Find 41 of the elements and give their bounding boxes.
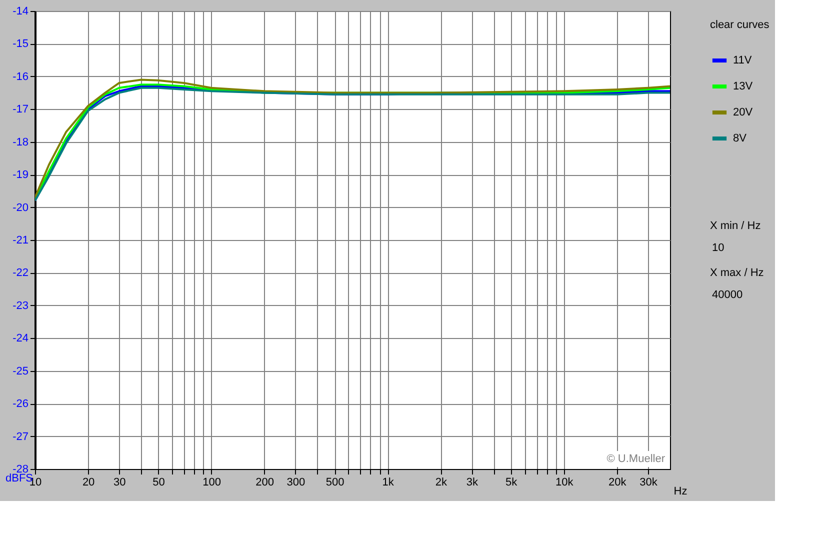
- y-tick-label: -21: [12, 234, 28, 246]
- y-tick-label: -16: [12, 70, 28, 83]
- x-tick-label: 500: [326, 476, 344, 488]
- y-tick-label: -25: [12, 365, 28, 378]
- x-axis-title: Hz: [674, 486, 688, 498]
- legend-label: 13V: [733, 80, 754, 92]
- x-tick-label: 10k: [555, 476, 574, 488]
- y-tick-label: -28: [12, 464, 28, 476]
- legend-label: 20V: [733, 106, 754, 118]
- y-tick-label: -15: [12, 38, 28, 50]
- legend-label: 8V: [733, 132, 748, 144]
- y-tick-label: -24: [12, 332, 28, 345]
- y-tick-label: -23: [12, 300, 28, 312]
- y-tick-label: -22: [12, 267, 28, 280]
- x-tick-label: 30k: [640, 476, 658, 488]
- text: X max / Hz: [710, 267, 764, 279]
- annotation: © U.Mueller: [606, 453, 666, 465]
- x-tick-label: 3k: [466, 476, 478, 488]
- y-tick-label: -26: [12, 398, 28, 410]
- text: X min / Hz: [710, 220, 761, 232]
- x-tick-label: 300: [286, 476, 306, 488]
- x-tick-label: 200: [256, 476, 274, 488]
- legend-label: 11V: [733, 54, 752, 66]
- x-tick-label: 5k: [505, 476, 518, 488]
- y-tick-label: -20: [12, 202, 28, 214]
- y-tick-label: -17: [12, 104, 28, 116]
- text: 40000: [712, 289, 743, 301]
- x-tick-label: 50: [152, 476, 165, 488]
- x-tick-label: 1k: [382, 476, 394, 488]
- x-tick-label: 100: [202, 476, 221, 488]
- x-tick-label: 10: [29, 476, 42, 488]
- text: clear curves: [710, 19, 770, 31]
- x-tick-label: 30: [113, 476, 126, 488]
- y-tick-label: -18: [12, 136, 28, 148]
- y-tick-label: -27: [12, 430, 28, 443]
- x-tick-label: 20: [82, 476, 95, 488]
- text: 10: [712, 242, 724, 254]
- x-tick-label: 20k: [608, 476, 627, 488]
- y-tick-label: -14: [12, 6, 28, 18]
- x-tick-label: 2k: [435, 476, 448, 488]
- y-tick-label: -19: [12, 169, 28, 182]
